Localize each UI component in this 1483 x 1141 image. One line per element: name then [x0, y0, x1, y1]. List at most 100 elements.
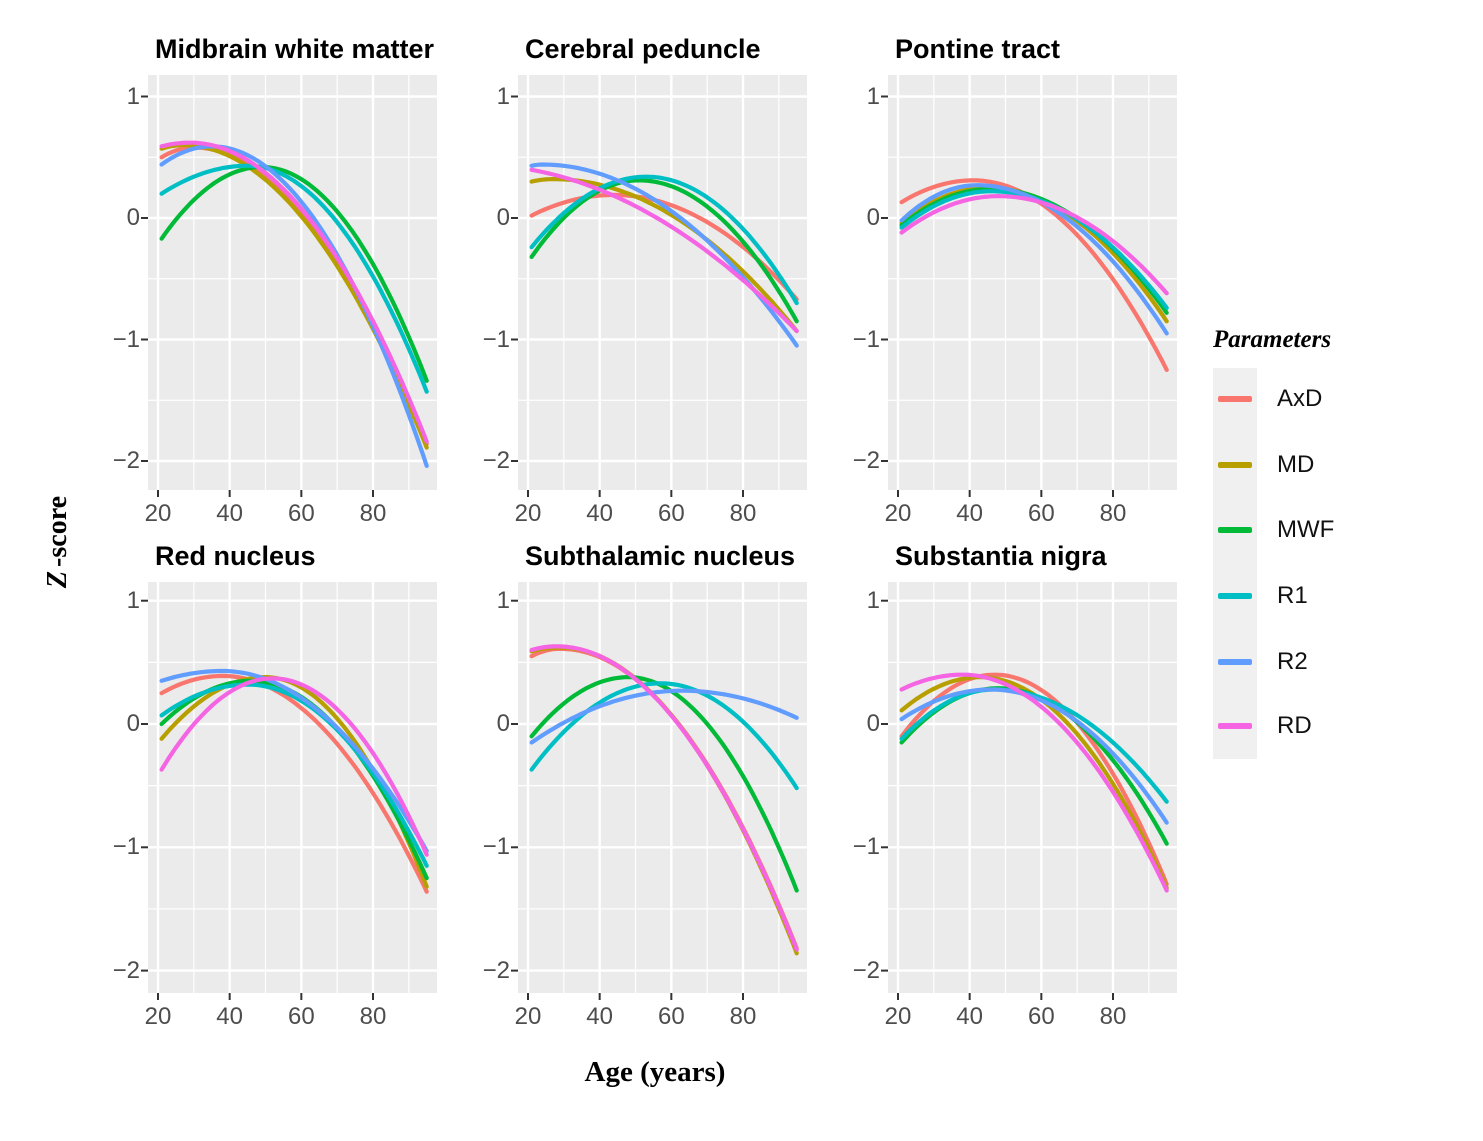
x-tick-label: 40 [956, 1003, 983, 1030]
x-tick-label: 80 [729, 500, 757, 527]
mwf-line-swatch [1218, 527, 1252, 533]
panel-background [888, 75, 1177, 490]
y-tick-label: 0 [866, 204, 880, 231]
x-tick-label: 40 [216, 500, 243, 527]
curve-r1 [529, 174, 799, 306]
curve-r2 [159, 668, 429, 854]
legend-key-background [1213, 368, 1257, 759]
x-tick-label: 20 [514, 1003, 542, 1030]
y-tick-label: −2 [852, 956, 880, 984]
y-tick-label: 1 [866, 82, 880, 110]
x-tick-label: 80 [359, 1003, 387, 1030]
x-tick-label: 40 [586, 500, 613, 527]
y-tick-label: −2 [482, 956, 510, 984]
legend-label-r2: R2 [1277, 648, 1308, 675]
y-tick-label: −1 [112, 325, 140, 353]
y-tick-label: 1 [496, 82, 510, 110]
curve-r1 [159, 682, 429, 868]
x-tick-label: 60 [657, 1003, 685, 1030]
curve-axd [899, 672, 1169, 887]
x-tick-label: 60 [287, 500, 315, 527]
legend-title: Parameters [1213, 326, 1332, 353]
legend-entry-md: MD [1213, 447, 1433, 483]
legend-entry-r1: R1 [1213, 578, 1433, 614]
r2-line-swatch [1218, 659, 1252, 665]
y-tick-label: 1 [126, 82, 140, 110]
legend-label-rd: RD [1277, 712, 1312, 739]
y-axis-title-z: Z [42, 570, 73, 589]
panel-background [888, 582, 1177, 993]
curve-mwf [159, 164, 429, 383]
curve-rd [529, 644, 799, 952]
curve-r1 [529, 681, 799, 791]
legend-label-r1: R1 [1277, 582, 1308, 609]
y-tick-label: 0 [866, 710, 880, 737]
legend-entry-mwf: MWF [1213, 512, 1433, 548]
panel-background [518, 582, 807, 993]
facet-title-substantia-nigra: Substantia nigra [895, 541, 1107, 571]
legend-label-md: MD [1277, 451, 1315, 478]
curve-axd [159, 673, 429, 894]
facet-title-subthalamic-nucleus: Subthalamic nucleus [525, 541, 796, 571]
y-tick-label: −2 [852, 447, 880, 474]
curve-mwf [529, 178, 799, 324]
x-tick-label: 80 [1099, 500, 1127, 527]
curve-rd [899, 194, 1169, 296]
y-tick-label: −2 [482, 447, 510, 474]
legend-entry-r2: R2 [1213, 644, 1433, 680]
legend-entry-rd: RD [1213, 708, 1433, 744]
y-tick-label: −1 [852, 325, 880, 353]
y-tick-label: 1 [866, 586, 880, 614]
curve-r2 [529, 688, 799, 745]
legend-label-axd: AxD [1277, 385, 1323, 412]
facet-title-midbrain-white-matter: Midbrain white matter [155, 34, 435, 64]
legend-entry-axd: AxD [1213, 381, 1433, 417]
x-tick-label: 60 [287, 1003, 315, 1030]
x-tick-label: 80 [729, 1003, 757, 1030]
x-tick-label: 20 [144, 500, 172, 527]
x-tick-label: 40 [956, 500, 983, 527]
x-tick-label: 60 [657, 500, 685, 527]
x-tick-label: 20 [884, 500, 912, 527]
x-tick-label: 80 [359, 500, 387, 527]
x-tick-label: 60 [1027, 1003, 1055, 1030]
y-tick-label: 0 [496, 204, 510, 231]
curve-r2 [899, 687, 1169, 825]
x-tick-label: 60 [1027, 500, 1055, 527]
curve-rd [529, 167, 799, 334]
axd-line-swatch [1218, 396, 1252, 402]
y-axis-title: Z -score [42, 422, 74, 662]
y-tick-label: −1 [852, 833, 880, 861]
y-tick-label: −1 [482, 833, 510, 861]
curve-r2 [159, 144, 429, 468]
facet-title-red-nucleus: Red nucleus [155, 541, 316, 571]
panel-background [148, 75, 437, 490]
y-tick-label: 0 [126, 204, 140, 231]
facet-title-pontine-tract: Pontine tract [895, 34, 1061, 64]
y-tick-label: −1 [482, 325, 510, 353]
curve-rd [159, 676, 429, 857]
facet-title-cerebral-peduncle: Cerebral peduncle [525, 34, 761, 64]
y-tick-label: −2 [112, 447, 140, 474]
curve-rd [899, 672, 1169, 893]
y-tick-label: −1 [112, 833, 140, 861]
md-line-swatch [1218, 462, 1252, 468]
x-tick-label: 20 [144, 1003, 172, 1030]
y-axis-title-suffix: -score [42, 495, 73, 567]
curve-mwf [529, 674, 799, 893]
y-tick-label: 1 [126, 586, 140, 614]
x-tick-label: 40 [586, 1003, 613, 1030]
y-tick-label: −2 [112, 956, 140, 984]
x-tick-label: 20 [884, 1003, 912, 1030]
y-tick-label: 0 [496, 710, 510, 737]
y-tick-label: 1 [496, 586, 510, 614]
curve-rd [159, 140, 429, 444]
y-tick-label: 0 [126, 710, 140, 737]
x-tick-label: 20 [514, 500, 542, 527]
x-axis-title: Age (years) [584, 1056, 726, 1088]
rd-line-swatch [1218, 723, 1252, 729]
x-tick-label: 40 [216, 1003, 243, 1030]
curve-r1 [159, 163, 429, 394]
